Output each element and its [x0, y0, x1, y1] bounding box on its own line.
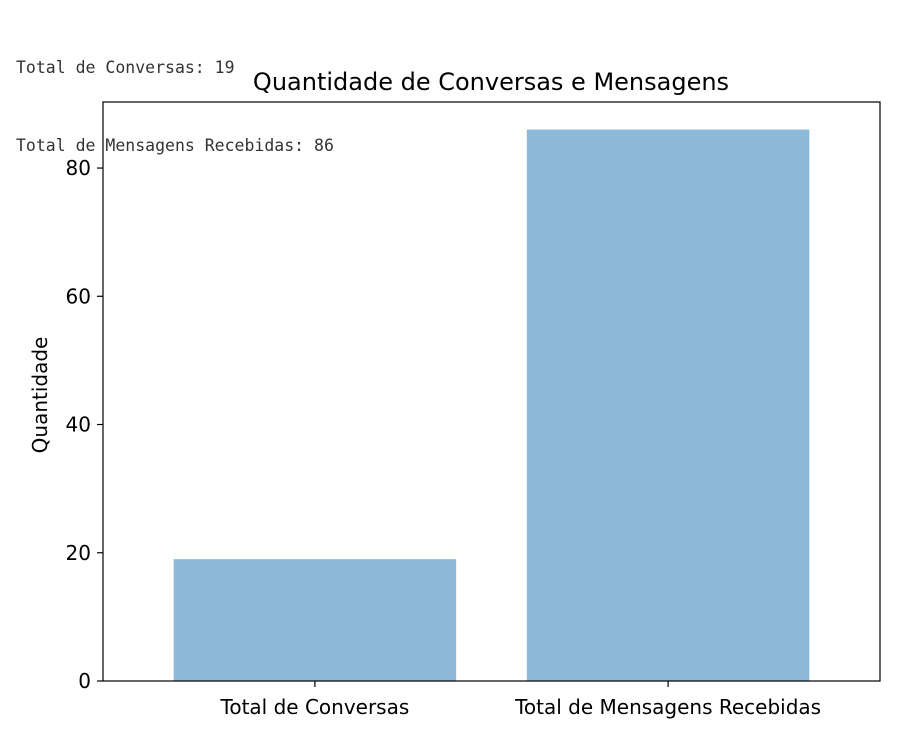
console-line-mensagens: Total de Mensagens Recebidas: 86 — [16, 136, 334, 155]
x-axis: Total de Conversas Total de Mensagens Rec… — [220, 681, 821, 719]
plot-frame — [102, 101, 881, 682]
y-tick-label-0: 0 — [78, 669, 91, 693]
x-tick-label-0: Total de Conversas — [220, 695, 410, 719]
y-axis: 0 20 40 60 80 — [66, 156, 103, 693]
bars-group — [173, 129, 810, 682]
bar-0 — [173, 559, 457, 681]
y-tick-label-4: 80 — [66, 156, 91, 180]
console-output: Total de Conversas: 19 Total de Mensagen… — [16, 3, 334, 185]
bar-1 — [526, 129, 810, 682]
y-tick-label-3: 60 — [66, 284, 91, 308]
y-tick-label-2: 40 — [66, 413, 91, 437]
chart-title: Quantidade de Conversas e Mensagens — [253, 68, 729, 96]
y-axis-label: Quantidade — [28, 337, 52, 454]
x-tick-label-1: Total de Mensagens Recebidas — [514, 695, 821, 719]
y-tick-label-1: 20 — [66, 541, 91, 565]
console-line-conversas: Total de Conversas: 19 — [16, 58, 235, 77]
